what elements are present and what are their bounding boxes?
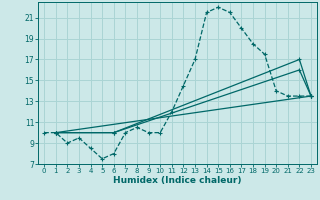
X-axis label: Humidex (Indice chaleur): Humidex (Indice chaleur)	[113, 176, 242, 185]
